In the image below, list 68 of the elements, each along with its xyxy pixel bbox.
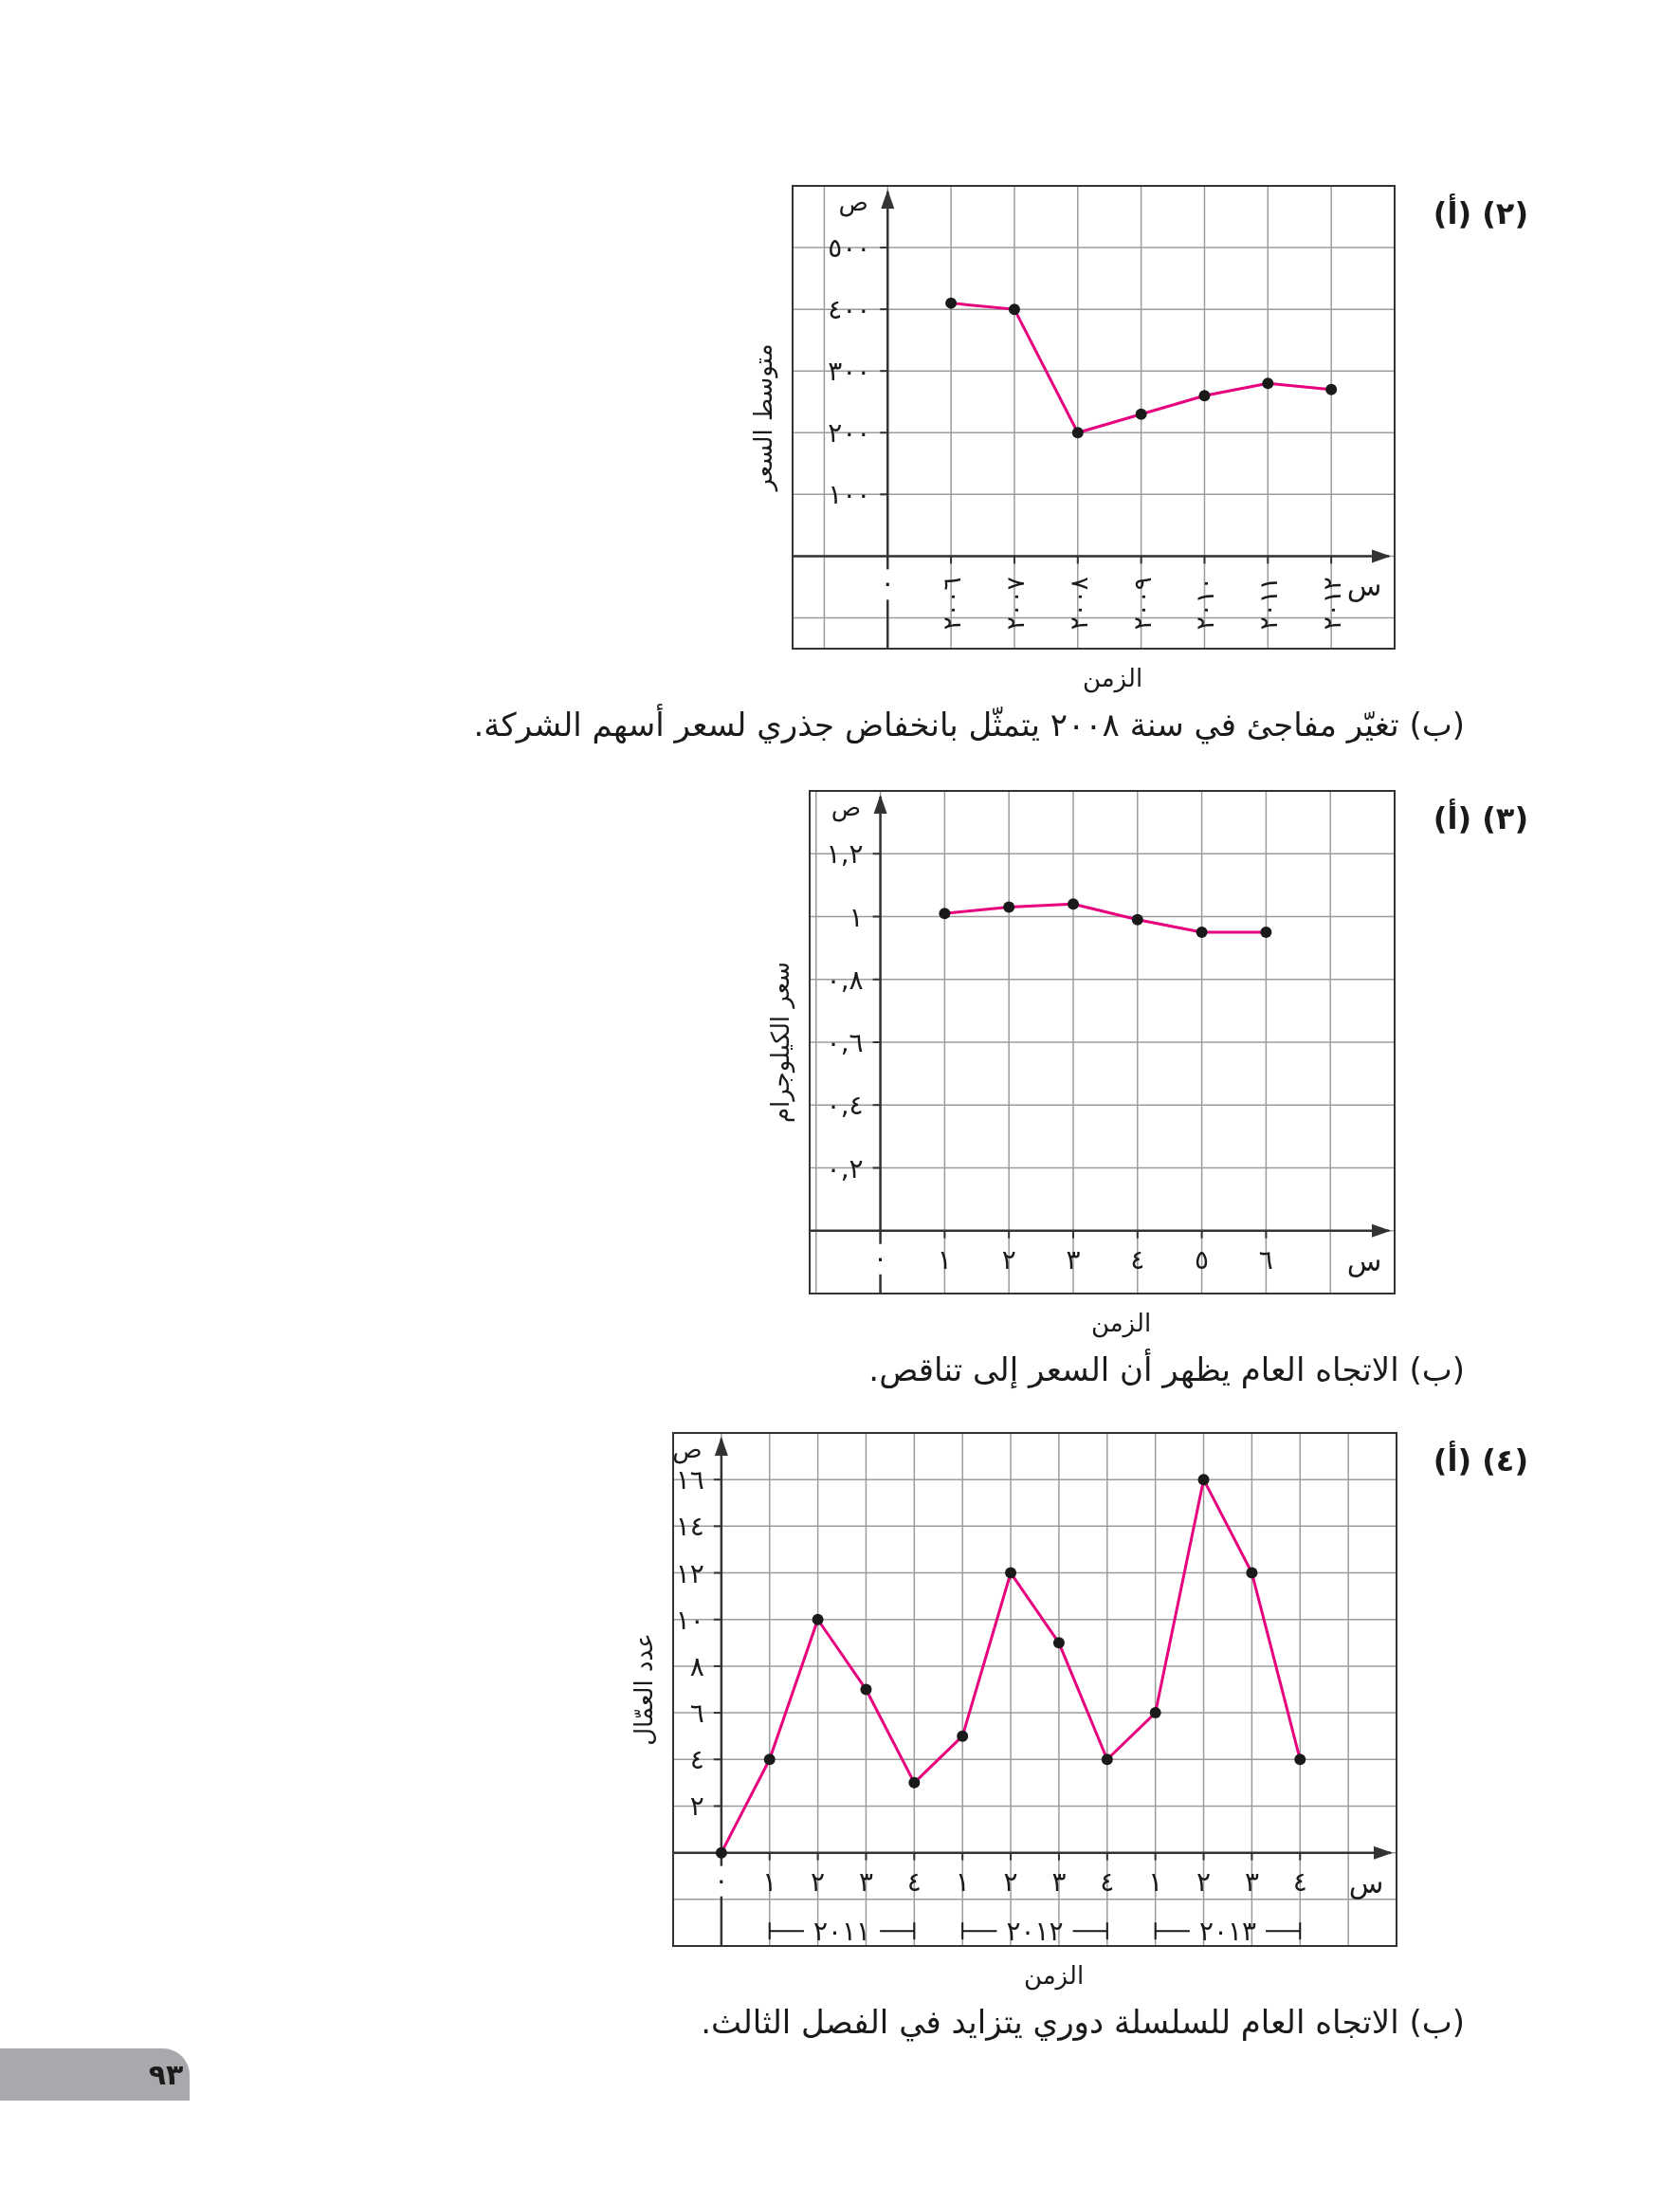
annotation: ٢٠١١ — [813, 1916, 871, 1948]
x-tick-label: ٢ — [1196, 1865, 1212, 1898]
y-tick-label: ٠,٦ — [826, 1027, 864, 1058]
x-tick-label: ٢٠١٢ — [1318, 577, 1347, 631]
y-tick-label: ٤٠٠ — [828, 294, 871, 326]
y-tick-label: ١ — [849, 901, 864, 933]
x-tick-label: ٣ — [1066, 1243, 1081, 1276]
x-tick-label: ١ — [937, 1243, 952, 1276]
x-tick-label: ٤ — [1100, 1865, 1115, 1898]
x-tick-label: ٠ — [880, 567, 895, 599]
y-tick-label: ٠,٨ — [826, 964, 864, 996]
x-axis-title: الزمن — [1090, 1309, 1152, 1338]
y-tick-label: ١٦ — [675, 1464, 704, 1496]
text: (ب) الاتجاه العام للسلسلة دوري يتزايد في الفصل الثالث. — [701, 2003, 1465, 2042]
y-tick-label: ١,٢ — [826, 838, 864, 871]
y-tick-label: ٢ — [689, 1790, 704, 1823]
text: (ب) تغيّر مفاجئ في سنة ٢٠٠٨ يتمثّل بانخفاض جذري لسعر أسهم الشركة. — [473, 704, 1465, 744]
y-tick-label: ٤ — [689, 1744, 704, 1776]
x-tick-label: ٢٠٠٨ — [1064, 577, 1093, 631]
x-tick-label: ٤ — [1292, 1865, 1307, 1898]
annotation: ٢٠١٢ — [1006, 1916, 1064, 1948]
x-tick-label: ١ — [762, 1865, 777, 1898]
text: س — [1348, 1865, 1384, 1900]
annotation: س — [1346, 1243, 1382, 1277]
x-tick-label: ٢٠١٠ — [1191, 577, 1220, 631]
x-tick-label: ٢٠٠٩ — [1127, 577, 1157, 631]
x-tick-label: ٤ — [906, 1865, 922, 1898]
text: ٩٣ — [148, 2058, 184, 2091]
x-tick-label: ٢٠٠٧ — [1000, 577, 1030, 631]
y-tick-label: ٠,٤ — [826, 1090, 864, 1122]
x-tick-label: ١ — [955, 1865, 970, 1898]
y-tick-label: ٠,٢ — [826, 1152, 864, 1184]
text: (٣) (أ) — [1433, 799, 1528, 836]
y-axis-title: عدد العمّال — [630, 1633, 658, 1746]
annotation: ٢٠١٣ — [1198, 1916, 1257, 1948]
y-tick-label: ٨ — [689, 1650, 704, 1682]
x-tick-label: ٣ — [858, 1865, 873, 1898]
annotation: س — [1346, 569, 1382, 603]
x-tick-label: ٠ — [873, 1241, 888, 1274]
x-tick-label: ١ — [1148, 1865, 1163, 1898]
y-tick-label: ١٠٠ — [828, 479, 871, 511]
y-axis-title: متوسط السعر — [749, 343, 778, 493]
x-tick-label: ٢٠١١ — [1254, 577, 1284, 631]
x-tick-label: ٣ — [1244, 1865, 1259, 1898]
text: (٤) (أ) — [1433, 1441, 1528, 1478]
x-tick-label: ٣ — [1051, 1865, 1067, 1898]
annotation: ص — [831, 793, 862, 822]
text: (٢) (أ) — [1433, 193, 1528, 231]
x-tick-label: ٢ — [1001, 1243, 1016, 1276]
annotation: ص — [672, 1435, 703, 1464]
x-tick-label: ٢٠٠٦ — [938, 577, 967, 631]
y-tick-label: ٣٠٠ — [828, 356, 871, 388]
y-tick-label: ٢٠٠ — [828, 417, 871, 450]
y-tick-label: ٦ — [689, 1698, 704, 1730]
x-tick-label: ٢ — [1003, 1865, 1018, 1898]
x-tick-label: ٤ — [1130, 1243, 1145, 1276]
x-axis-title: الزمن — [1023, 1961, 1085, 1991]
y-axis-title: سعر الكيلوجرام — [766, 961, 795, 1124]
y-tick-label: ١٢ — [675, 1557, 704, 1589]
y-tick-label: ١٤ — [675, 1511, 704, 1543]
text: (ب) الاتجاه العام يظهر أن السعر إلى تناقص. — [868, 1349, 1465, 1389]
x-axis-title: الزمن — [1082, 664, 1143, 693]
y-tick-label: ١٠ — [675, 1604, 704, 1636]
x-tick-label: ٦ — [1258, 1243, 1273, 1276]
annotation: ص — [838, 188, 868, 217]
x-tick-label: ٥ — [1195, 1243, 1210, 1276]
x-tick-label: ٠ — [714, 1863, 729, 1896]
y-tick-label: ٥٠٠ — [828, 232, 871, 265]
